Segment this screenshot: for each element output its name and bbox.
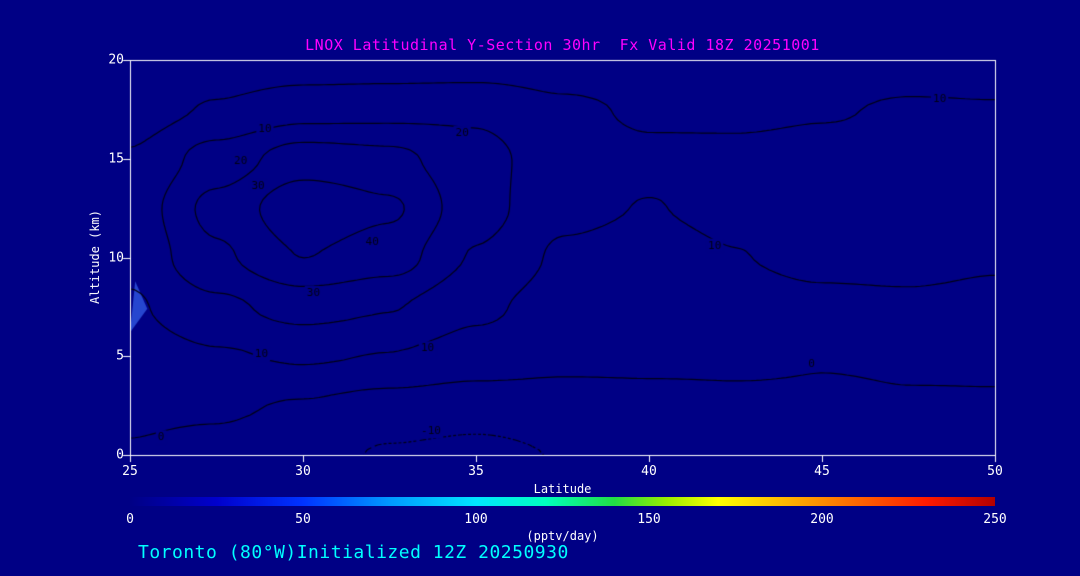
y-axis-title: Altitude (km) [88,210,102,304]
colorbar [130,497,995,506]
run-info-label: Toronto (80°W)Initialized 12Z 20250930 [138,542,569,563]
x-axis-title: Latitude [533,482,592,496]
plot-title: LNOX Latitudinal Y-Section 30hr Fx Valid… [305,36,820,54]
colorbar-unit-label: (pptv/day) [526,529,599,543]
